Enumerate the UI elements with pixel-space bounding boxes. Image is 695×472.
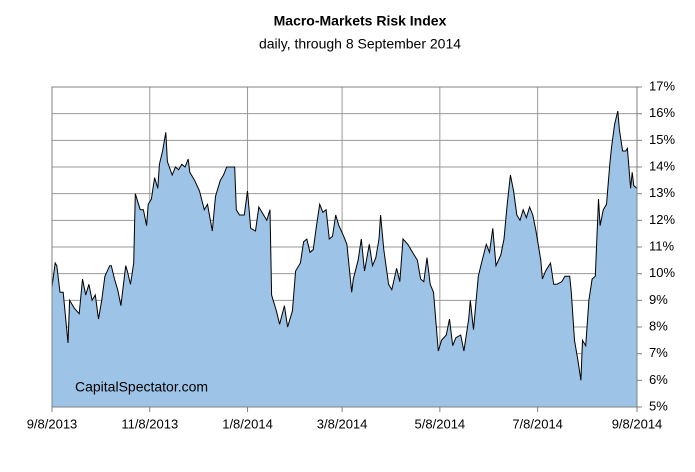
x-tick-label: 11/8/2013 (121, 416, 178, 431)
y-tick-label: 8% (649, 318, 668, 333)
y-tick-label: 17% (649, 78, 675, 93)
chart-subtitle: daily, through 8 September 2014 (259, 36, 461, 52)
y-tick-label: 9% (649, 292, 668, 307)
watermark: CapitalSpectator.com (75, 379, 208, 395)
y-tick-label: 5% (649, 398, 668, 413)
x-tick-label: 9/8/2013 (27, 416, 78, 431)
y-tick-label: 13% (649, 185, 675, 200)
plot (51, 110, 638, 407)
x-tick-label: 1/8/2014 (222, 416, 273, 431)
y-tick-label: 7% (649, 345, 668, 360)
area (52, 111, 637, 407)
chart-title: Macro-Markets Risk Index (274, 13, 447, 29)
y-tick-label: 14% (649, 158, 675, 173)
y-tick-label: 16% (649, 105, 675, 120)
y-tick-label: 10% (649, 265, 675, 280)
line (51, 110, 638, 381)
y-tick-label: 15% (649, 132, 675, 147)
y-tick-label: 6% (649, 372, 668, 387)
x-tick-label: 9/8/2014 (612, 416, 663, 431)
x-tick-label: 3/8/2014 (317, 416, 368, 431)
y-tick-label: 12% (649, 212, 675, 227)
y-tick-label: 11% (649, 238, 674, 253)
x-tick-label: 5/8/2014 (415, 416, 466, 431)
x-tick-label: 7/8/2014 (512, 416, 563, 431)
